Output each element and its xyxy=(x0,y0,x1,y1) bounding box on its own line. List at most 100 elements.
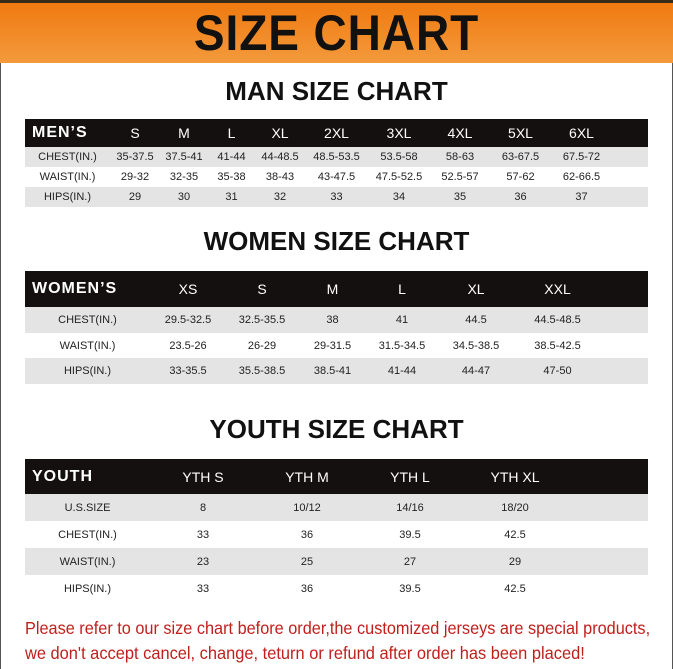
table-cell: 41 xyxy=(367,307,437,333)
table-cell: 29 xyxy=(462,548,568,575)
table-row: HIPS(IN.) 29 30 31 32 33 34 35 36 37 xyxy=(25,187,648,207)
filler-cell xyxy=(600,307,648,333)
banner: SIZE CHART xyxy=(0,0,673,63)
banner-title: SIZE CHART xyxy=(193,5,480,61)
table-row: HIPS(IN.) 33-35.5 35.5-38.5 38.5-41 41-44 44-… xyxy=(25,358,648,385)
table-cell: 38.5-42.5 xyxy=(515,332,600,359)
table-cell: 35-37.5 xyxy=(110,147,160,167)
filler-cell xyxy=(600,332,648,359)
table-cell: 44-47 xyxy=(437,358,515,385)
filler-cell xyxy=(600,358,648,385)
table-cell: S xyxy=(110,119,160,147)
table-cell: 30 xyxy=(160,187,208,207)
table-cell: YTH S xyxy=(150,459,256,494)
table-row: CHEST(IN.) 35-37.5 37.5-41 41-44 44-48.5 48.5… xyxy=(25,147,648,167)
table-cell: 6XL xyxy=(551,119,612,147)
filler-cell xyxy=(568,459,648,494)
table-cell: 33 xyxy=(305,187,368,207)
row-label: CHEST(IN.) xyxy=(25,147,110,167)
row-label: HIPS(IN.) xyxy=(25,575,150,602)
table-cell: 39.5 xyxy=(358,521,462,548)
table-cell: 10/12 xyxy=(256,494,358,521)
table-cell: 31.5-34.5 xyxy=(367,332,437,359)
table-cell: 52.5-57 xyxy=(430,167,490,187)
youth-size-table: YOUTH YTH S YTH M YTH L YTH XL U.S.SIZE 8 10/12… xyxy=(25,459,648,602)
table-cell: 62-66.5 xyxy=(551,167,612,187)
notice-line-2: we don't accept cancel, change, teturn o… xyxy=(25,643,585,663)
header-row: WOMEN’S XS S M L XL XXL xyxy=(25,271,648,307)
table-row: U.S.SIZE 8 10/12 14/16 18/20 xyxy=(25,494,648,521)
table-cell: 42.5 xyxy=(462,521,568,548)
table-label: YOUTH xyxy=(25,459,150,494)
table-cell: 37 xyxy=(551,187,612,207)
table-cell: 32-35 xyxy=(160,167,208,187)
table-cell: 8 xyxy=(150,494,256,521)
table-cell: 39.5 xyxy=(358,575,462,602)
table-cell: 29 xyxy=(110,187,160,207)
table-cell: 53.5-58 xyxy=(368,147,430,167)
table-row: HIPS(IN.) 33 36 39.5 42.5 xyxy=(25,575,648,602)
table-cell: 36 xyxy=(256,575,358,602)
table-cell: L xyxy=(208,119,255,147)
filler-cell xyxy=(568,521,648,548)
row-label: WAIST(IN.) xyxy=(25,548,150,575)
table-cell: 41-44 xyxy=(367,358,437,385)
row-label: WAIST(IN.) xyxy=(25,332,150,359)
row-label: HIPS(IN.) xyxy=(25,358,150,385)
table-row: WAIST(IN.) 23.5-26 26-29 29-31.5 31.5-34.5 34… xyxy=(25,332,648,359)
table-cell: 34.5-38.5 xyxy=(437,332,515,359)
table-row: WAIST(IN.) 23 25 27 29 xyxy=(25,548,648,575)
table-cell: 32.5-35.5 xyxy=(226,307,298,333)
filler-cell xyxy=(612,167,648,187)
table-cell: 44.5 xyxy=(437,307,515,333)
table-cell: 5XL xyxy=(490,119,551,147)
table-cell: YTH M xyxy=(256,459,358,494)
table-cell: 27 xyxy=(358,548,462,575)
table-cell: 44-48.5 xyxy=(255,147,305,167)
table-cell: 33-35.5 xyxy=(150,358,226,385)
table-cell: 29-32 xyxy=(110,167,160,187)
row-label: CHEST(IN.) xyxy=(25,307,150,333)
table-cell: 2XL xyxy=(305,119,368,147)
notice-line-1: Please refer to our size chart before or… xyxy=(25,618,651,638)
row-label: HIPS(IN.) xyxy=(25,187,110,207)
filler-cell xyxy=(600,271,648,307)
table-cell: 29-31.5 xyxy=(298,332,367,359)
table-cell: XS xyxy=(150,271,226,307)
table-label: MEN’S xyxy=(25,119,110,147)
row-label: CHEST(IN.) xyxy=(25,521,150,548)
table-cell: 35-38 xyxy=(208,167,255,187)
filler-cell xyxy=(568,575,648,602)
table-cell: 23.5-26 xyxy=(150,332,226,359)
table-cell: 67.5-72 xyxy=(551,147,612,167)
table-cell: YTH XL xyxy=(462,459,568,494)
table-cell: 34 xyxy=(368,187,430,207)
table-row: CHEST(IN.) 33 36 39.5 42.5 xyxy=(25,521,648,548)
table-cell: 31 xyxy=(208,187,255,207)
table-cell: 26-29 xyxy=(226,332,298,359)
table-row: WAIST(IN.) 29-32 32-35 35-38 38-43 43-47.5 47.… xyxy=(25,167,648,187)
table-cell: 18/20 xyxy=(462,494,568,521)
table-cell: L xyxy=(367,271,437,307)
table-cell: M xyxy=(298,271,367,307)
table-cell: 14/16 xyxy=(358,494,462,521)
youth-title: YOUTH SIZE CHART xyxy=(209,414,464,444)
filler-cell xyxy=(568,494,648,521)
women-size-table: WOMEN’S XS S M L XL XXL CHEST(IN.) 29.5-32.5 32.5… xyxy=(25,271,648,385)
table-cell: XXL xyxy=(515,271,600,307)
table-cell: YTH L xyxy=(358,459,462,494)
table-cell: S xyxy=(226,271,298,307)
table-cell: 36 xyxy=(490,187,551,207)
table-cell: 35.5-38.5 xyxy=(226,358,298,385)
table-cell: 36 xyxy=(256,521,358,548)
table-cell: 37.5-41 xyxy=(160,147,208,167)
men-title: MAN SIZE CHART xyxy=(225,76,448,106)
filler-cell xyxy=(568,548,648,575)
table-cell: 3XL xyxy=(368,119,430,147)
table-row: CHEST(IN.) 29.5-32.5 32.5-35.5 38 41 44.5 44.5… xyxy=(25,307,648,333)
filler-cell xyxy=(612,147,648,167)
men-size-table: MEN’S S M L XL 2XL 3XL 4XL 5XL 6XL CHEST(IN.) 35-37… xyxy=(25,119,648,207)
header-row: YOUTH YTH S YTH M YTH L YTH XL xyxy=(25,459,648,494)
filler-cell xyxy=(612,119,648,147)
header-row: MEN’S S M L XL 2XL 3XL 4XL 5XL 6XL xyxy=(25,119,648,147)
